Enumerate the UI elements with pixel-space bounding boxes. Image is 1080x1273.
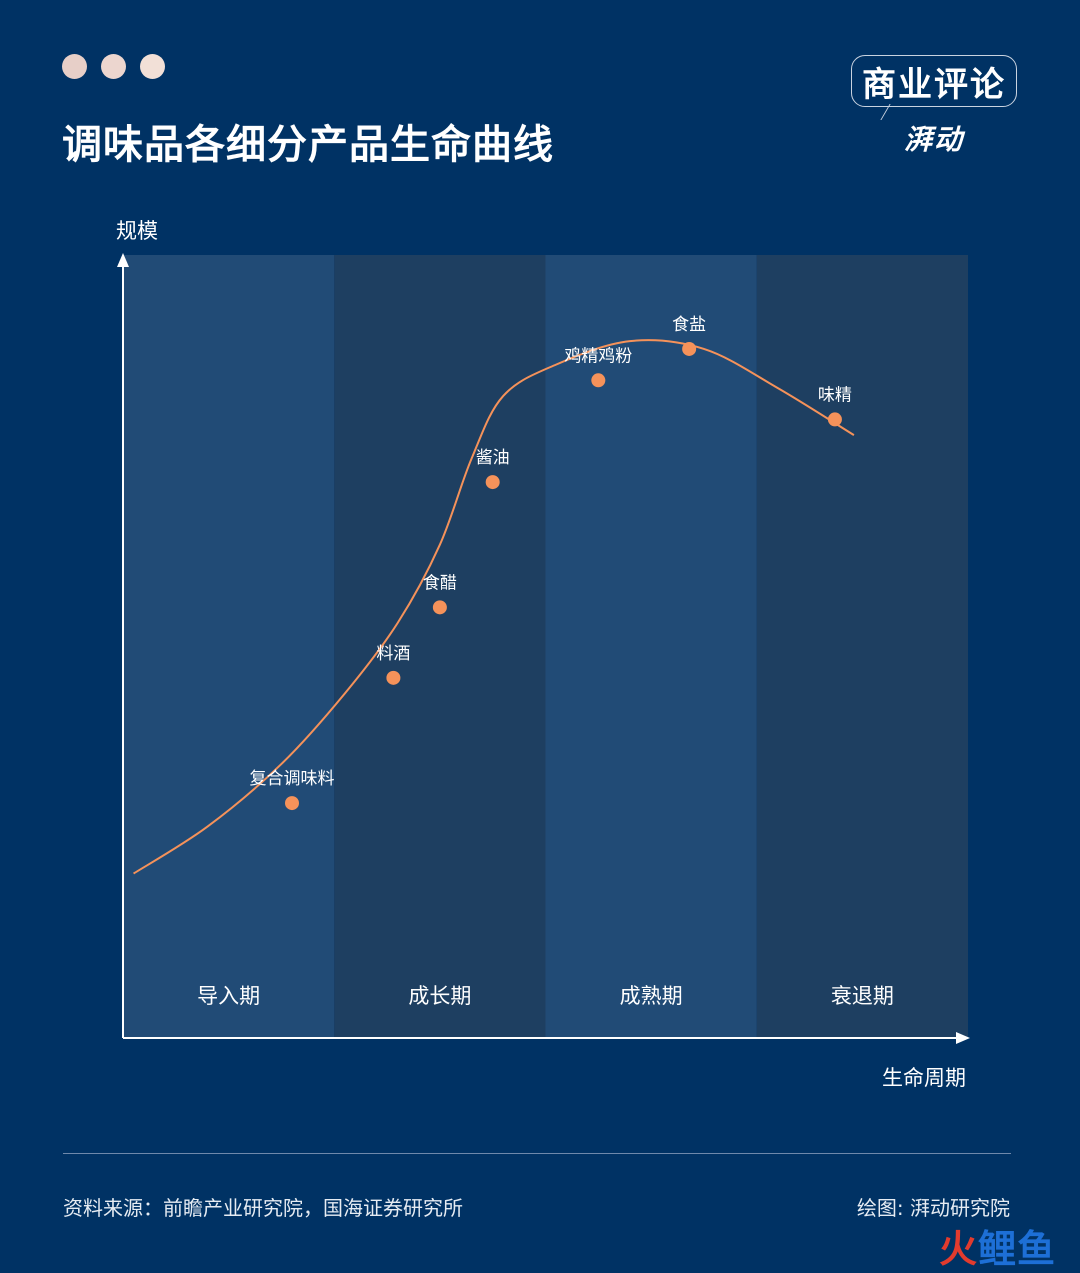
dot-2 (101, 54, 126, 79)
window-dots (62, 54, 165, 79)
watermark-part-2: 鲤鱼 (977, 1227, 1056, 1271)
stage-panel (123, 255, 335, 1038)
data-point (591, 373, 606, 388)
y-axis-label: 规模 (116, 219, 158, 243)
data-point (285, 796, 299, 811)
footer-divider (63, 1153, 1011, 1154)
brand-logo-text: 商业评论 (862, 64, 1006, 105)
lifecycle-curve (133, 339, 855, 875)
data-point-label: 食盐 (672, 315, 706, 335)
data-point (386, 670, 401, 685)
credit-note: 绘图: 湃动研究院 (856, 1196, 1010, 1220)
data-point-label: 味精 (818, 385, 852, 405)
data-point-label: 食醋 (423, 573, 457, 593)
watermark-part-1: 火 (938, 1227, 978, 1271)
stage-panel (545, 255, 757, 1038)
dot-3 (140, 54, 165, 79)
data-point (432, 600, 447, 615)
brand-logo: 商业评论 (851, 55, 1017, 107)
stage-panel (334, 255, 546, 1038)
y-axis-arrow (117, 253, 129, 267)
stage-panel (756, 255, 968, 1038)
page-title: 调味品各细分产品生命曲线 (62, 122, 554, 168)
brand-sub: 湃动 (904, 123, 965, 156)
data-point-label: 鸡精鸡粉 (564, 346, 632, 366)
source-note: 资料来源：前瞻产业研究院，国海证券研究所 (63, 1196, 463, 1220)
data-point (827, 412, 842, 427)
dot-1 (62, 54, 87, 79)
data-point-label: 酱油 (476, 448, 510, 468)
stage-label: 成长期 (408, 984, 471, 1008)
data-point (682, 341, 697, 356)
data-point-label: 复合调味料 (250, 769, 335, 789)
stage-label: 导入期 (197, 984, 260, 1008)
watermark: 火鲤鱼 (939, 1218, 1056, 1273)
stage-label: 成熟期 (620, 984, 683, 1008)
x-axis-arrow (956, 1032, 970, 1044)
x-axis-label: 生命周期 (882, 1066, 966, 1090)
data-point-label: 料酒 (376, 644, 410, 664)
data-point (485, 475, 500, 490)
stage-label: 衰退期 (831, 984, 894, 1008)
